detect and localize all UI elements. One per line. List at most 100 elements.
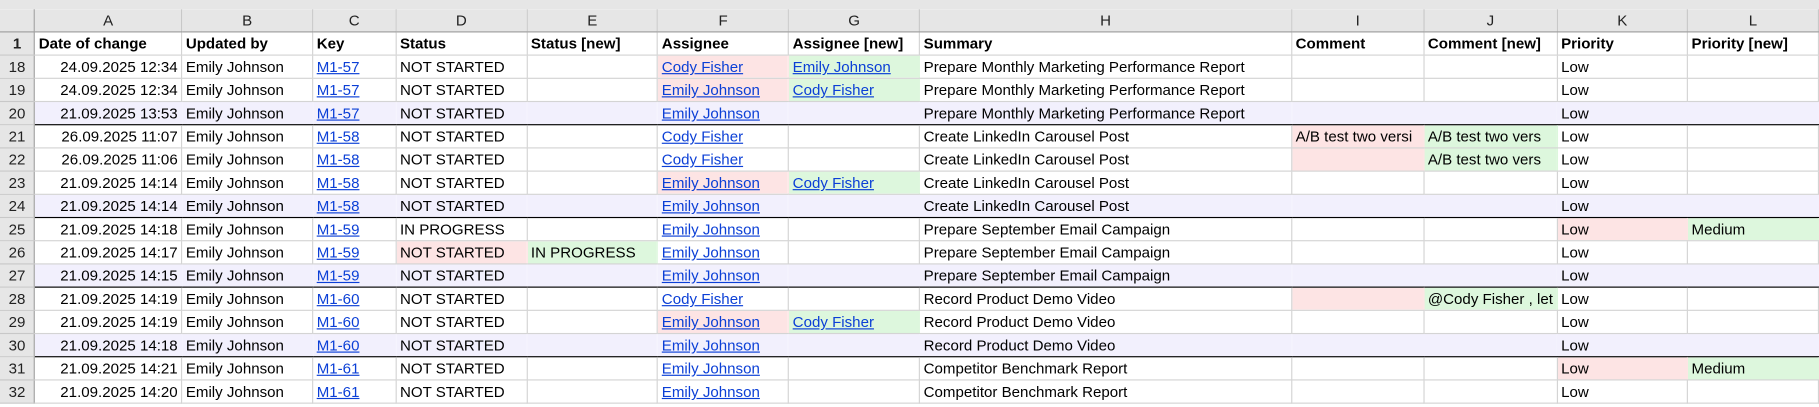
cell-A[interactable]: 26.09.2025 11:06 xyxy=(34,147,183,172)
cell-E[interactable] xyxy=(526,333,659,358)
column-header-J[interactable]: J xyxy=(1423,9,1558,33)
assignee-link[interactable]: Cody Fisher xyxy=(792,313,874,331)
header-cell-F[interactable]: Assignee xyxy=(657,31,790,56)
header-cell-L[interactable]: Priority [new] xyxy=(1687,31,1819,56)
issue-key-link[interactable]: M1-61 xyxy=(316,382,360,401)
cell-D[interactable]: NOT STARTED xyxy=(395,101,528,126)
cell-H[interactable]: Competitor Benchmark Report xyxy=(919,356,1293,381)
cell-C[interactable]: M1-60 xyxy=(312,287,397,311)
cell-J[interactable] xyxy=(1423,171,1558,195)
cell-F[interactable]: Emily Johnson xyxy=(657,217,790,242)
cell-H[interactable]: Prepare September Email Campaign xyxy=(919,217,1293,242)
assignee-link[interactable]: Cody Fisher xyxy=(792,81,874,99)
cell-E[interactable] xyxy=(526,379,659,404)
cell-H[interactable]: Prepare September Email Campaign xyxy=(919,263,1293,288)
assignee-link[interactable]: Emily Johnson xyxy=(661,174,760,192)
cell-B[interactable]: Emily Johnson xyxy=(181,124,314,149)
cell-L[interactable] xyxy=(1687,101,1819,126)
issue-key-link[interactable]: M1-61 xyxy=(316,359,360,378)
issue-key-link[interactable]: M1-58 xyxy=(316,174,360,192)
cell-E[interactable] xyxy=(526,287,659,311)
cell-G[interactable] xyxy=(788,287,921,311)
cell-D[interactable]: NOT STARTED xyxy=(395,333,528,358)
cell-G[interactable]: Cody Fisher xyxy=(788,171,921,195)
row-number[interactable]: 27 xyxy=(0,263,36,288)
cell-J[interactable] xyxy=(1423,356,1558,381)
column-header-D[interactable]: D xyxy=(395,9,528,33)
cell-J[interactable] xyxy=(1423,217,1558,242)
cell-J[interactable] xyxy=(1423,333,1558,358)
row-number[interactable]: 1 xyxy=(0,31,36,56)
assignee-link[interactable]: Emily Johnson xyxy=(661,197,760,215)
cell-A[interactable]: 21.09.2025 14:20 xyxy=(34,379,183,404)
header-cell-E[interactable]: Status [new] xyxy=(526,31,659,56)
assignee-link[interactable]: Emily Johnson xyxy=(661,313,760,331)
header-cell-J[interactable]: Comment [new] xyxy=(1423,31,1558,56)
cell-C[interactable]: M1-58 xyxy=(312,171,397,195)
cell-L[interactable]: Medium xyxy=(1687,217,1819,242)
cell-C[interactable]: M1-59 xyxy=(312,240,397,265)
cell-F[interactable]: Emily Johnson xyxy=(657,171,790,195)
column-header-I[interactable]: I xyxy=(1291,9,1425,33)
cell-H[interactable]: Prepare Monthly Marketing Performance Re… xyxy=(919,55,1293,79)
assignee-link[interactable]: Cody Fisher xyxy=(661,150,744,169)
cell-I[interactable] xyxy=(1291,217,1425,242)
cell-I[interactable] xyxy=(1291,194,1425,219)
cell-B[interactable]: Emily Johnson xyxy=(181,78,314,103)
cell-B[interactable]: Emily Johnson xyxy=(181,101,314,126)
cell-K[interactable]: Low xyxy=(1557,194,1689,219)
cell-E[interactable] xyxy=(526,194,659,219)
cell-J[interactable]: A/B test two vers xyxy=(1423,147,1558,172)
issue-key-link[interactable]: M1-57 xyxy=(316,104,360,122)
cell-C[interactable]: M1-57 xyxy=(312,101,397,126)
cell-L[interactable] xyxy=(1687,124,1819,149)
cell-H[interactable]: Record Product Demo Video xyxy=(919,287,1293,311)
cell-F[interactable]: Emily Johnson xyxy=(657,78,790,103)
cell-I[interactable] xyxy=(1291,55,1425,79)
cell-I[interactable] xyxy=(1291,240,1425,265)
column-header-L[interactable]: L xyxy=(1687,9,1819,33)
cell-H[interactable]: Create LinkedIn Carousel Post xyxy=(919,194,1293,219)
cell-K[interactable]: Low xyxy=(1557,101,1689,126)
column-header-E[interactable]: E xyxy=(526,9,659,33)
cell-A[interactable]: 26.09.2025 11:07 xyxy=(34,124,183,149)
cell-G[interactable] xyxy=(788,263,921,288)
cell-G[interactable]: Cody Fisher xyxy=(788,78,921,103)
cell-H[interactable]: Prepare September Email Campaign xyxy=(919,240,1293,265)
header-cell-B[interactable]: Updated by xyxy=(181,31,314,56)
cell-K[interactable]: Low xyxy=(1557,55,1689,79)
cell-I[interactable] xyxy=(1291,171,1425,195)
cell-D[interactable]: NOT STARTED xyxy=(395,124,528,149)
issue-key-link[interactable]: M1-57 xyxy=(316,58,360,76)
issue-key-link[interactable]: M1-59 xyxy=(316,266,360,285)
cell-I[interactable]: A/B test two versi xyxy=(1291,124,1425,149)
cell-F[interactable]: Cody Fisher xyxy=(657,147,790,172)
cell-B[interactable]: Emily Johnson xyxy=(181,356,314,381)
cell-A[interactable]: 21.09.2025 14:18 xyxy=(34,333,183,358)
row-number[interactable]: 29 xyxy=(0,310,36,335)
cell-E[interactable] xyxy=(526,101,659,126)
cell-E[interactable] xyxy=(526,55,659,79)
assignee-link[interactable]: Emily Johnson xyxy=(661,266,760,285)
cell-K[interactable]: Low xyxy=(1557,217,1689,242)
cell-E[interactable] xyxy=(526,356,659,381)
cell-F[interactable]: Emily Johnson xyxy=(657,194,790,219)
cell-K[interactable]: Low xyxy=(1557,379,1689,404)
row-number[interactable]: 22 xyxy=(0,147,36,172)
cell-H[interactable]: Create LinkedIn Carousel Post xyxy=(919,171,1293,195)
cell-I[interactable] xyxy=(1291,287,1425,311)
cell-A[interactable]: 21.09.2025 14:21 xyxy=(34,356,183,381)
cell-G[interactable] xyxy=(788,147,921,172)
cell-B[interactable]: Emily Johnson xyxy=(181,55,314,79)
row-number[interactable]: 19 xyxy=(0,78,36,103)
cell-I[interactable] xyxy=(1291,263,1425,288)
header-cell-C[interactable]: Key xyxy=(312,31,397,56)
cell-L[interactable] xyxy=(1687,78,1819,103)
cell-B[interactable]: Emily Johnson xyxy=(181,263,314,288)
cell-G[interactable] xyxy=(788,124,921,149)
cell-G[interactable]: Cody Fisher xyxy=(788,310,921,335)
cell-I[interactable] xyxy=(1291,310,1425,335)
cell-C[interactable]: M1-59 xyxy=(312,263,397,288)
row-number[interactable]: 32 xyxy=(0,379,36,404)
cell-F[interactable]: Cody Fisher xyxy=(657,55,790,79)
